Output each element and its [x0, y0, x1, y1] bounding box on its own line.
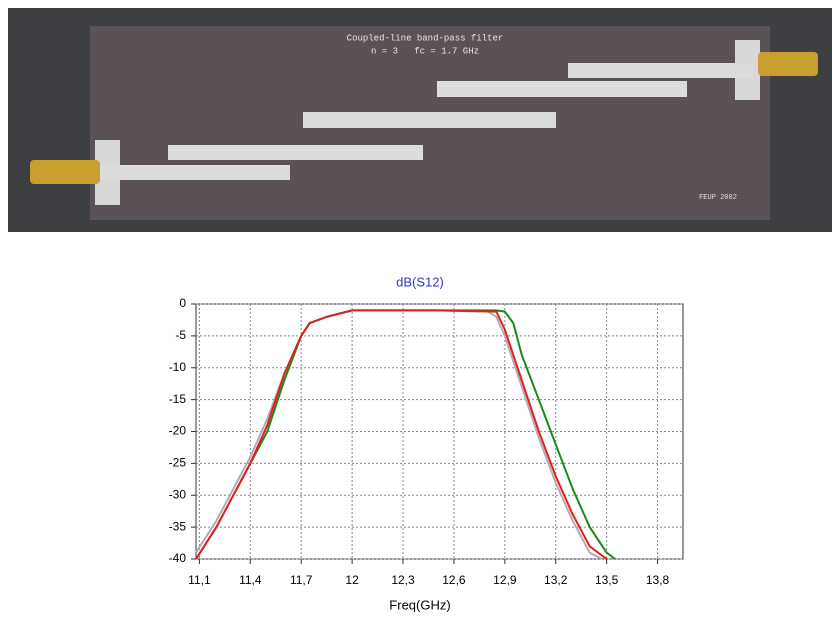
line-segment	[100, 165, 290, 180]
photo: Coupled-line band-pass filter n = 3 fc =…	[8, 8, 832, 232]
y-tick-label: 0	[179, 296, 186, 310]
x-tick-label: 12,9	[493, 573, 517, 587]
y-tick-label: -35	[169, 519, 187, 533]
x-tick-label: 12,6	[442, 573, 466, 587]
x-tick-label: 13,2	[544, 573, 568, 587]
x-tick-label: 11,7	[290, 573, 313, 587]
photo-title: Coupled-line band-pass filter	[347, 33, 504, 43]
x-tick-label: 12,3	[391, 573, 415, 587]
y-tick-label: -30	[169, 487, 187, 501]
x-axis-label: Freq(GHz)	[389, 597, 450, 612]
line-segment	[303, 112, 556, 128]
y-tick-label: -5	[175, 328, 186, 342]
x-tick-label: 12	[345, 573, 359, 587]
connector	[758, 52, 818, 76]
y-tick-label: -40	[169, 551, 187, 565]
x-tick-label: 11,4	[239, 573, 262, 587]
x-tick-label: 11,1	[188, 573, 211, 587]
x-tick-label: 13,5	[595, 573, 619, 587]
line-segment	[168, 145, 423, 160]
series-line	[195, 309, 608, 560]
x-tick-label: 13,8	[646, 573, 670, 587]
y-tick-label: -20	[169, 424, 187, 438]
line-segment	[568, 63, 753, 78]
connector	[30, 160, 100, 184]
y-tick-label: -10	[169, 360, 187, 374]
y-tick-label: -25	[169, 456, 187, 470]
chart-title: dB(S12)	[396, 274, 444, 289]
y-tick-label: -15	[169, 392, 187, 406]
photo-mark: FEUP 2002	[699, 194, 737, 202]
photo-subtitle: n = 3 fc = 1.7 GHz	[371, 46, 479, 56]
line-segment	[437, 81, 687, 97]
